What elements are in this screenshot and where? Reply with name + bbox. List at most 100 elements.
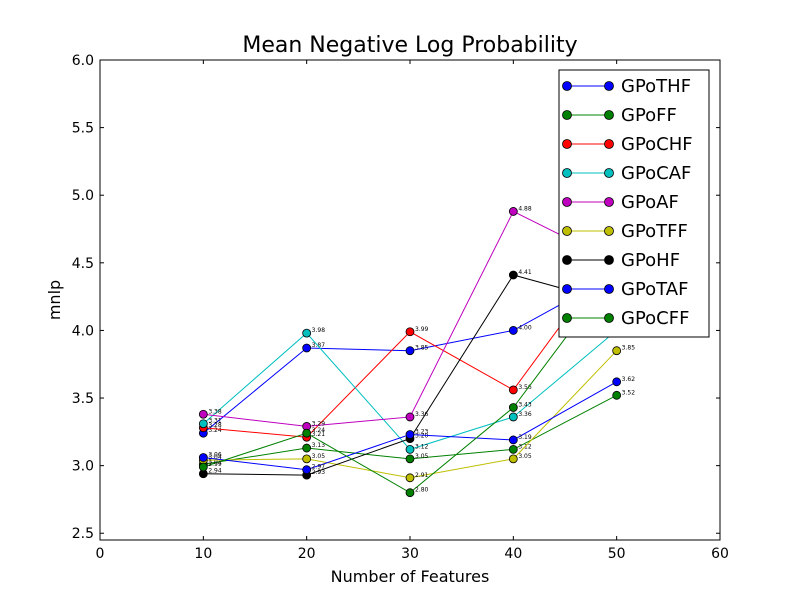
data-label: 3.05 (312, 453, 326, 460)
x-tick-label: 30 (401, 546, 419, 562)
legend-marker (562, 110, 572, 120)
x-tick-label: 60 (711, 546, 729, 562)
x-tick-label: 10 (194, 546, 212, 562)
legend-entry: GPoTHF (562, 76, 691, 97)
legend-entry: GPoTAF (562, 279, 688, 300)
data-point (405, 445, 415, 454)
data-label: 3.21 (312, 431, 326, 438)
x-tick-label: 50 (608, 546, 626, 562)
legend-marker (604, 197, 614, 207)
data-point (302, 443, 312, 453)
data-point (508, 403, 518, 412)
legend-entry: GPoAF (562, 192, 679, 213)
data-label: 3.52 (622, 389, 636, 396)
data-point (405, 473, 415, 483)
data-label: 3.05 (415, 453, 429, 460)
data-label: 3.38 (208, 408, 222, 415)
legend-label: GPoHF (621, 250, 680, 271)
data-point (508, 326, 518, 335)
legend-entry: GPoCAF (562, 163, 691, 184)
legend-marker (562, 139, 572, 149)
y-tick-label: 6.0 (72, 53, 94, 69)
legend-marker (604, 226, 614, 236)
legend-label: GPoCFF (621, 308, 689, 329)
data-label: 3.98 (312, 327, 326, 334)
data-label: 3.04 (208, 454, 222, 461)
y-tick-label: 3.0 (72, 459, 94, 475)
legend-entry: GPoHF (562, 250, 680, 271)
data-label: 4.41 (518, 269, 532, 276)
data-label: 3.28 (208, 422, 222, 429)
data-label: 4.00 (518, 324, 532, 331)
data-label: 3.23 (415, 429, 429, 436)
data-label: 3.13 (312, 442, 326, 449)
legend-marker (562, 255, 572, 265)
y-axis-label: mnlp (45, 280, 64, 320)
data-label: 2.99 (208, 461, 222, 468)
legend-label: GPoCHF (621, 134, 693, 155)
legend-marker (604, 81, 614, 91)
data-point (508, 270, 518, 280)
data-point (405, 454, 415, 464)
data-label: 2.80 (415, 487, 429, 494)
data-label: 2.91 (415, 472, 429, 479)
legend-marker (562, 197, 572, 207)
data-label: 3.36 (415, 411, 429, 418)
data-point (302, 428, 312, 438)
data-point (198, 409, 208, 419)
data-label: 3.20 (415, 433, 429, 440)
y-tick-label: 2.5 (72, 526, 94, 542)
data-point (508, 435, 518, 445)
chart-title: Mean Negative Log Probability (242, 33, 577, 58)
y-tick-label: 5.0 (72, 188, 94, 204)
data-point (405, 346, 415, 356)
data-point (508, 207, 518, 216)
data-point (198, 419, 208, 429)
data-label: 2.94 (208, 468, 222, 475)
y-tick-label: 5.5 (72, 121, 94, 137)
data-label: 3.29 (312, 420, 326, 427)
legend-entry: GPoCHF (562, 134, 693, 155)
data-point (612, 390, 622, 400)
data-label: 3.24 (208, 427, 222, 434)
data-point (302, 465, 312, 475)
data-label: 3.01 (208, 458, 222, 465)
legend-marker (604, 168, 614, 178)
legend-marker (604, 313, 614, 323)
legend: GPoTHF GPoFF GPoCHF GPoCAF GPoAF GPoTFF GPoHF G… (558, 69, 710, 338)
x-tick-label: 40 (504, 546, 522, 562)
data-label: 3.99 (415, 326, 429, 333)
legend-marker (562, 81, 572, 91)
data-point (508, 445, 518, 454)
series-GPoTAF: 3.06 2.97 3.23 3.19 3.62 (198, 376, 635, 475)
legend-label: GPoAF (621, 192, 679, 213)
x-tick-label: 20 (298, 546, 316, 562)
data-point (198, 462, 208, 472)
legend-label: GPoCAF (621, 163, 691, 184)
legend-label: GPoTFF (621, 221, 688, 242)
data-label: 3.05 (518, 453, 532, 460)
legend-marker (562, 226, 572, 236)
data-point (198, 453, 208, 462)
legend-label: GPoTHF (621, 76, 691, 97)
x-axis-label: Number of Features (331, 567, 490, 586)
data-label: 3.12 (415, 443, 429, 450)
data-point (405, 488, 415, 498)
data-label: 2.93 (312, 469, 326, 476)
data-point (508, 385, 518, 395)
y-tick-label: 4.5 (72, 256, 94, 272)
data-point (302, 328, 312, 338)
legend-entry: GPoFF (562, 105, 677, 126)
data-label: 3.56 (518, 384, 532, 391)
x-tick-label: 0 (96, 546, 105, 562)
data-label: 3.85 (622, 345, 636, 352)
legend-marker (604, 284, 614, 294)
data-label: 3.31 (208, 418, 222, 425)
data-point (508, 454, 518, 464)
y-tick-label: 4.0 (72, 323, 94, 339)
legend-marker (562, 284, 572, 294)
data-label: 3.85 (415, 345, 429, 352)
data-point (612, 377, 622, 387)
data-label: 3.19 (518, 434, 532, 441)
